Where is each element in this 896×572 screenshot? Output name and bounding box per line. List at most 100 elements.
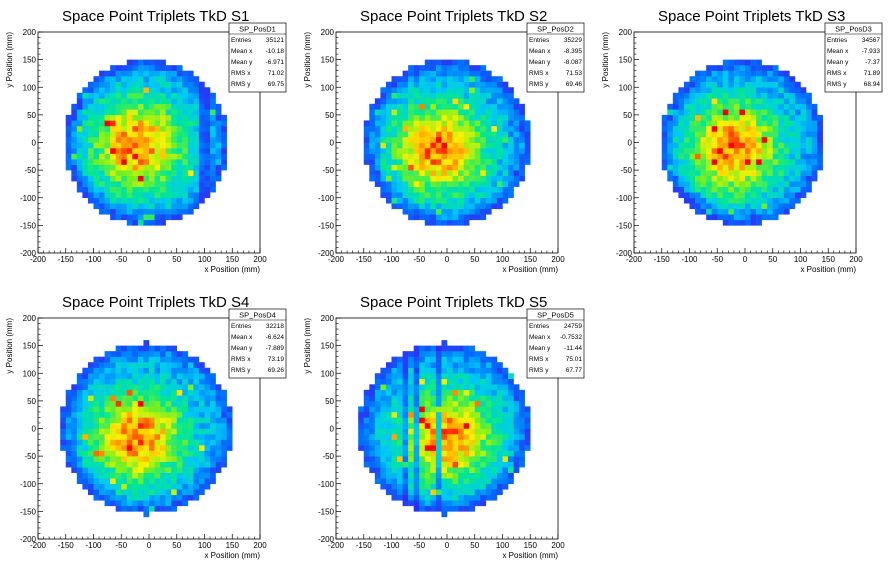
heatmap-cell bbox=[513, 125, 520, 132]
heatmap-cell bbox=[469, 406, 475, 413]
histogram-panel-s2: -200 -150 -100 -50 0 50 100 150 200 -200 -150 -100-… bbox=[298, 0, 596, 286]
heatmap-cell bbox=[508, 456, 514, 462]
heatmap-cell bbox=[778, 208, 785, 215]
heatmap-cell bbox=[789, 197, 796, 204]
heatmap-cell bbox=[430, 125, 437, 132]
heatmap-cell bbox=[76, 125, 83, 132]
heatmap-cell bbox=[430, 450, 437, 457]
x-tick-label: 150 bbox=[524, 255, 538, 264]
heatmap-cell bbox=[508, 142, 514, 149]
heatmap-cell bbox=[458, 87, 464, 94]
heatmap-cell bbox=[408, 70, 414, 77]
heatmap-cell bbox=[193, 356, 200, 363]
histogram-panel-s3: -200 -150 -100 -50 0 50 100 150 200 -200 -150 -100-… bbox=[596, 0, 894, 286]
heatmap-cell bbox=[204, 148, 211, 154]
heatmap-cell bbox=[778, 125, 785, 132]
heatmap-cell bbox=[137, 422, 144, 429]
heatmap-cell bbox=[447, 159, 453, 165]
heatmap-cell bbox=[104, 384, 111, 391]
heatmap-cell bbox=[722, 109, 729, 116]
heatmap-cell bbox=[143, 500, 150, 507]
heatmap-cell bbox=[485, 142, 492, 149]
heatmap-cell bbox=[722, 197, 729, 204]
heatmap-cell bbox=[733, 76, 740, 82]
heatmap-cell bbox=[82, 406, 89, 413]
heatmap-cell bbox=[397, 411, 403, 418]
heatmap-cell bbox=[794, 164, 801, 171]
heatmap-cell bbox=[419, 181, 426, 187]
heatmap-cell bbox=[430, 489, 437, 496]
heatmap-cell bbox=[458, 92, 464, 99]
heatmap-cell bbox=[502, 422, 509, 429]
heatmap-cell bbox=[419, 125, 426, 132]
heatmap-cell bbox=[104, 434, 111, 440]
heatmap-cell bbox=[149, 439, 155, 446]
heatmap-cell bbox=[215, 417, 222, 424]
heatmap-cell bbox=[115, 87, 122, 94]
heatmap-cell bbox=[193, 445, 200, 451]
heatmap-cell bbox=[706, 92, 712, 99]
heatmap-cell bbox=[198, 148, 205, 154]
heatmap-cell bbox=[695, 76, 701, 82]
heatmap-cell bbox=[171, 483, 177, 490]
heatmap-cell bbox=[756, 203, 762, 210]
heatmap-cell bbox=[447, 467, 453, 473]
heatmap-cell bbox=[463, 197, 470, 204]
heatmap-cell bbox=[441, 219, 448, 226]
heatmap-cell bbox=[496, 406, 503, 413]
heatmap-cell bbox=[739, 214, 746, 221]
heatmap-cell bbox=[369, 114, 376, 121]
heatmap-cell bbox=[385, 148, 392, 154]
heatmap-cell bbox=[458, 428, 464, 435]
heatmap-cell bbox=[193, 384, 200, 391]
heatmap-cell bbox=[380, 175, 387, 182]
heatmap-cell bbox=[408, 461, 414, 468]
heatmap-cell bbox=[160, 351, 166, 357]
heatmap-cell bbox=[187, 445, 194, 451]
heatmap-cell bbox=[121, 208, 128, 215]
heatmap-cell bbox=[717, 208, 724, 215]
heatmap-cell bbox=[508, 98, 514, 105]
heatmap-cell bbox=[121, 142, 128, 149]
x-axis-label: x Position (mm) bbox=[502, 265, 558, 274]
heatmap-cell bbox=[745, 70, 751, 77]
heatmap-cell bbox=[811, 175, 818, 182]
heatmap-cell bbox=[397, 422, 403, 429]
heatmap-cell bbox=[761, 186, 768, 193]
stats-box-frame bbox=[526, 22, 585, 93]
heatmap-cell bbox=[115, 159, 122, 165]
heatmap-cell bbox=[474, 136, 481, 143]
heatmap-cell bbox=[441, 136, 448, 143]
heatmap-cell bbox=[441, 450, 448, 457]
heatmap-cell bbox=[391, 456, 398, 462]
heatmap-cell bbox=[143, 472, 150, 479]
stats-label: Mean y bbox=[529, 59, 551, 66]
heatmap-cell bbox=[126, 76, 133, 82]
heatmap-cell bbox=[143, 389, 150, 396]
heatmap-cell bbox=[424, 142, 431, 149]
heatmap-cell bbox=[413, 109, 420, 116]
heatmap-cell bbox=[496, 164, 503, 171]
heatmap-cell bbox=[419, 87, 426, 94]
heatmap-cell bbox=[413, 142, 420, 149]
heatmap-cell bbox=[502, 461, 509, 468]
heatmap-cell bbox=[369, 136, 376, 143]
heatmap-cell bbox=[469, 450, 475, 457]
heatmap-cell bbox=[182, 197, 189, 204]
heatmap-cell bbox=[104, 114, 111, 121]
heatmap-cell bbox=[402, 384, 409, 391]
heatmap-cell bbox=[132, 70, 139, 77]
heatmap-cell bbox=[469, 478, 475, 485]
heatmap-cell bbox=[380, 148, 387, 154]
heatmap-cell bbox=[458, 356, 464, 363]
heatmap-cell bbox=[402, 186, 409, 193]
heatmap-cell bbox=[132, 59, 139, 66]
heatmap-cell bbox=[772, 159, 779, 165]
heatmap-cell bbox=[491, 192, 498, 199]
heatmap-cell bbox=[126, 125, 133, 132]
heatmap-cell bbox=[397, 109, 403, 116]
heatmap-cell bbox=[115, 65, 122, 71]
heatmap-cell bbox=[469, 356, 475, 363]
heatmap-cell bbox=[435, 378, 442, 385]
heatmap-cell bbox=[513, 434, 520, 440]
